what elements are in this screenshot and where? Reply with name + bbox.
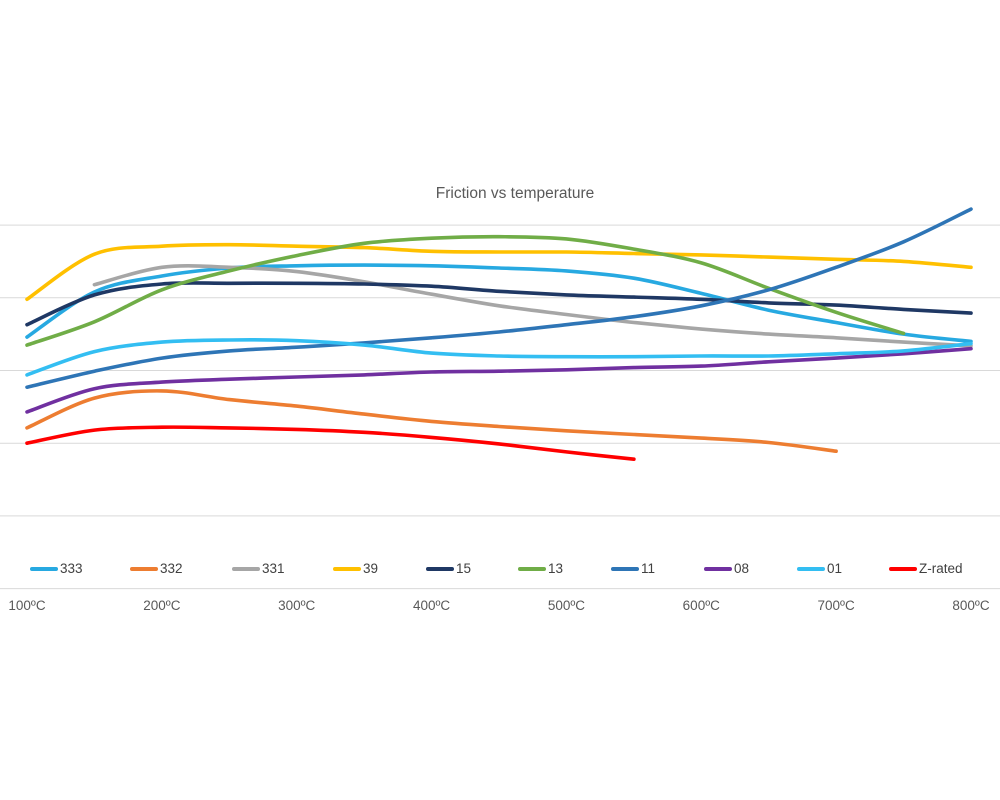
series-line-333 <box>25 263 973 344</box>
legend-label: 08 <box>734 561 750 576</box>
x-tick-label: 300ºC <box>278 598 316 613</box>
legend-label: 15 <box>456 561 472 576</box>
legend-item-Z-rated: Z-rated <box>889 560 963 577</box>
legend-item-01: 01 <box>797 560 842 577</box>
legend-swatch-13 <box>518 566 546 571</box>
legend-swatch-Z-rated <box>889 566 917 571</box>
chart-title: Friction vs temperature <box>435 185 595 202</box>
legend-item-39: 39 <box>333 560 378 577</box>
legend-label: 01 <box>827 561 843 576</box>
x-tick-label: 800ºC <box>952 598 990 613</box>
legend-item-08: 08 <box>704 560 749 577</box>
series-line-Z-rated <box>25 425 636 461</box>
x-tick-label: 600ºC <box>682 598 720 613</box>
legend-item-332: 332 <box>130 560 183 577</box>
legend-label: Z-rated <box>919 561 963 576</box>
legend-swatch-333 <box>30 566 58 571</box>
legend-swatch-01 <box>797 566 825 571</box>
series-line-01 <box>25 338 973 377</box>
legend-label: 39 <box>363 561 379 576</box>
series-lines <box>25 207 973 461</box>
legend-label: 332 <box>160 561 183 576</box>
x-tick-label: 400ºC <box>412 598 451 613</box>
legend-swatch-332 <box>130 566 158 571</box>
series-line-332 <box>25 389 838 453</box>
x-tick-label: 200ºC <box>143 598 181 613</box>
legend-swatch-11 <box>611 566 639 571</box>
legend-label: 331 <box>262 561 285 576</box>
legend-label: 13 <box>548 561 564 576</box>
legend-label: 333 <box>60 561 83 576</box>
series-line-13 <box>25 234 906 347</box>
x-tick-label: 500ºC <box>547 598 586 613</box>
x-tick-label: 100ºC <box>8 598 46 613</box>
legend-label: 11 <box>641 561 656 576</box>
series-line-08 <box>25 346 973 414</box>
legend-swatch-08 <box>704 566 732 571</box>
x-tick-label: 700ºC <box>817 598 855 613</box>
legend-swatch-39 <box>333 566 361 571</box>
legend-item-333: 333 <box>30 560 83 577</box>
legend-item-15: 15 <box>426 560 471 577</box>
legend-swatch-331 <box>232 566 260 571</box>
series-line-39 <box>25 242 973 302</box>
series-line-11 <box>25 207 973 389</box>
legend-item-11: 11 <box>611 560 655 577</box>
legend-swatch-15 <box>426 566 454 571</box>
legend-item-13: 13 <box>518 560 563 577</box>
legend-item-331: 331 <box>232 560 285 577</box>
